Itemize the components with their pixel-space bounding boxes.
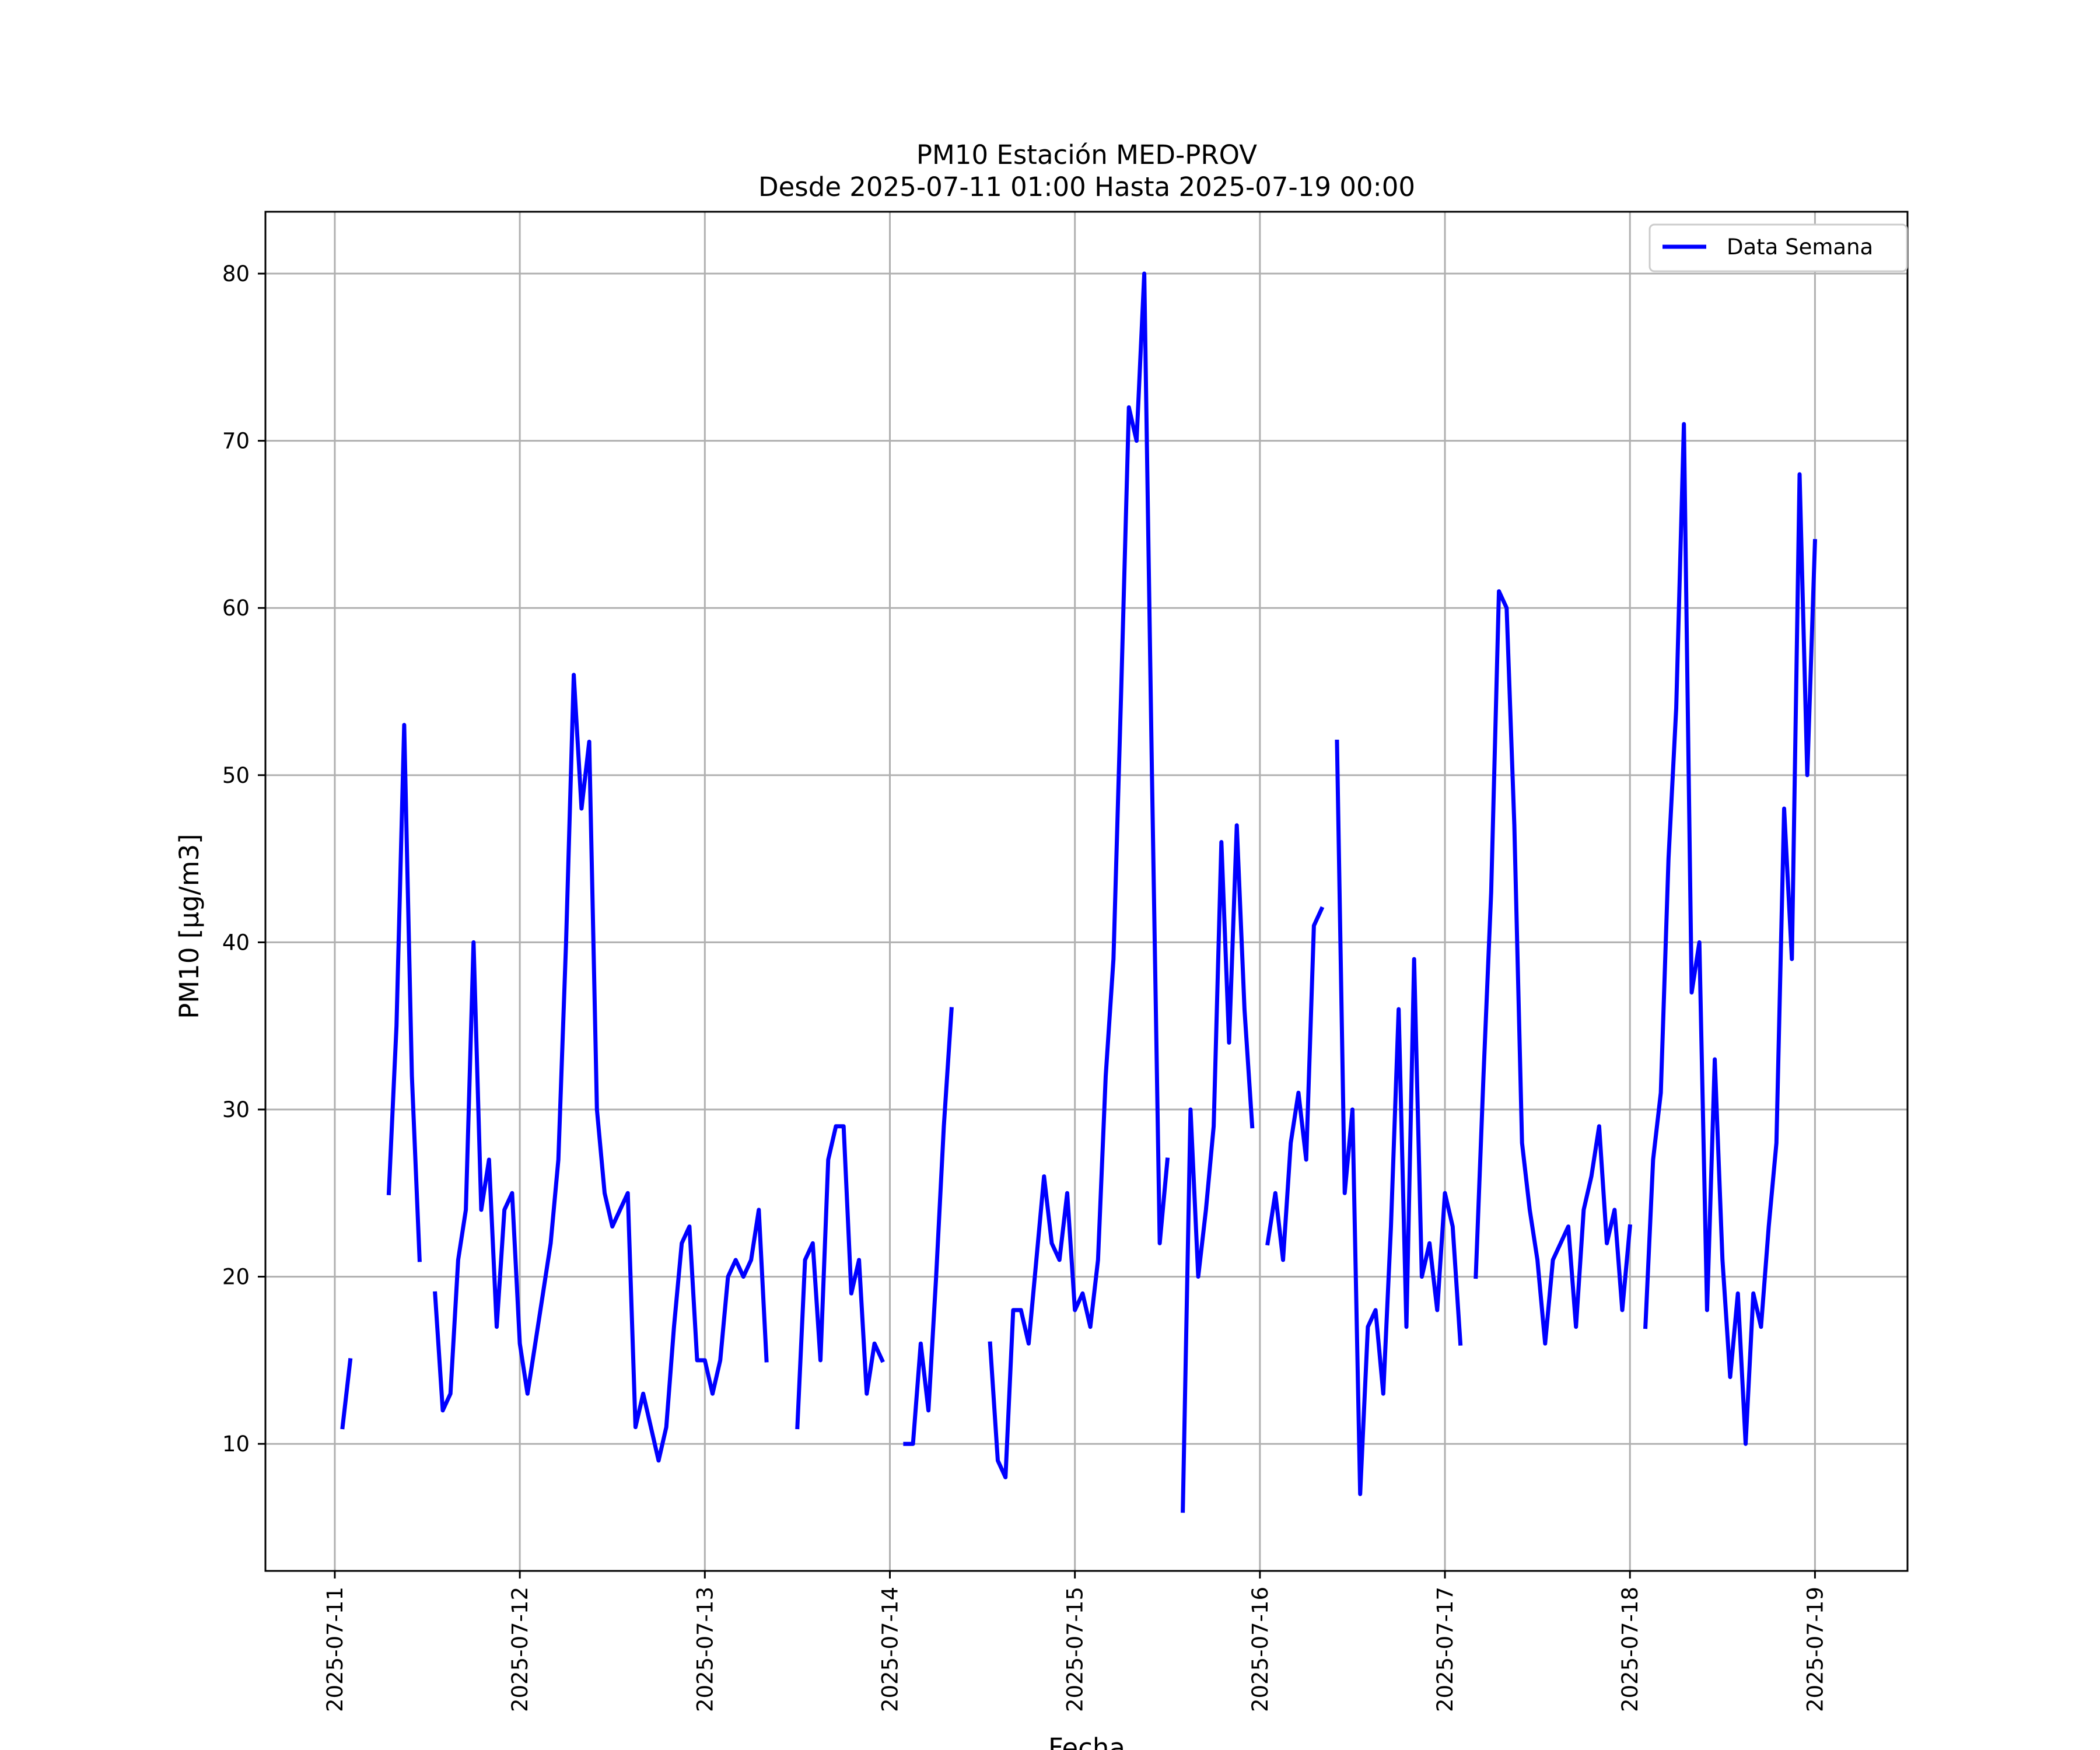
axis-ticks: 10 20 30 40 50 60 70 80 2025-07-11 2025-07-12 2025… <box>222 261 1828 1712</box>
series-line-segment <box>1181 823 1255 1513</box>
legend-box <box>1648 223 1908 272</box>
x-tick-label: 2025-07-19 <box>1803 1587 1828 1712</box>
chart-title: PM10 Estación MED-PROV <box>916 139 1257 170</box>
series-line-segment <box>903 1007 954 1446</box>
x-tick-label: 2025-07-15 <box>1063 1587 1088 1712</box>
y-tick-label: 30 <box>222 1097 250 1122</box>
series-line-segment <box>386 723 422 1262</box>
y-tick-label: 80 <box>222 261 250 286</box>
legend: Data Semana <box>1648 223 1908 272</box>
series-line-segment <box>1265 906 1325 1262</box>
x-tick-label: 2025-07-16 <box>1248 1587 1273 1712</box>
series-line-segment <box>340 1358 353 1430</box>
chart-subtitle: Desde 2025-07-11 01:00 Hasta 2025-07-19 … <box>758 172 1415 202</box>
y-tick-label: 60 <box>222 596 250 621</box>
x-tick-label: 2025-07-14 <box>877 1587 902 1712</box>
x-tick-label: 2025-07-11 <box>323 1587 348 1712</box>
y-tick-label: 70 <box>222 429 250 454</box>
y-axis-label: PM10 [μg/m3] <box>174 834 205 1019</box>
series-line-segment <box>1335 739 1463 1496</box>
series-line-segment <box>1474 589 1633 1346</box>
y-tick-label: 50 <box>222 763 250 788</box>
x-tick-label: 2025-07-13 <box>692 1587 718 1712</box>
y-tick-label: 10 <box>222 1432 250 1457</box>
x-tick-label: 2025-07-18 <box>1618 1587 1643 1712</box>
series-line-segment <box>1643 422 1818 1446</box>
x-tick-label: 2025-07-17 <box>1433 1587 1458 1712</box>
y-tick-label: 40 <box>222 930 250 955</box>
x-axis-label: Fecha <box>1048 1732 1125 1750</box>
x-tick-label: 2025-07-12 <box>508 1587 533 1712</box>
data-lines <box>340 271 1818 1513</box>
series-line-segment <box>795 1124 885 1430</box>
legend-label: Data Semana <box>1727 235 1873 260</box>
series-line-segment <box>988 271 1170 1479</box>
plot-frame <box>264 211 1909 1572</box>
y-tick-label: 20 <box>222 1265 250 1290</box>
series-line-segment <box>433 673 769 1463</box>
